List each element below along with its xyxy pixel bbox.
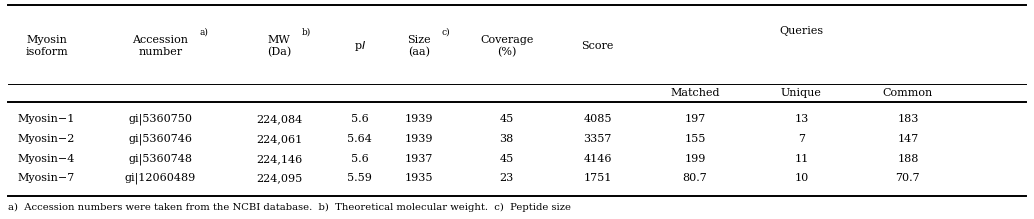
Text: 4085: 4085 (583, 114, 612, 124)
Text: 1939: 1939 (404, 134, 433, 144)
Text: 1939: 1939 (404, 114, 433, 124)
Text: gi|5360746: gi|5360746 (128, 133, 192, 145)
Text: 5.59: 5.59 (347, 173, 372, 184)
Text: 224,084: 224,084 (256, 114, 302, 124)
Text: p$\it{I}$: p$\it{I}$ (354, 39, 366, 53)
Text: Queries: Queries (780, 26, 823, 36)
Text: 155: 155 (685, 134, 705, 144)
Text: Coverage
(%): Coverage (%) (480, 35, 534, 57)
Text: gi|12060489: gi|12060489 (125, 173, 195, 184)
Text: 3357: 3357 (583, 134, 612, 144)
Text: 5.6: 5.6 (351, 114, 369, 124)
Text: 147: 147 (898, 134, 918, 144)
Text: 224,146: 224,146 (256, 154, 302, 164)
Text: 4146: 4146 (583, 154, 612, 164)
Text: 23: 23 (499, 173, 514, 184)
Text: Accession
number: Accession number (132, 35, 188, 57)
Text: 224,095: 224,095 (256, 173, 302, 184)
Text: a)  Accession numbers were taken from the NCBI database.  b)  Theoretical molecu: a) Accession numbers were taken from the… (8, 203, 571, 212)
Text: a): a) (200, 28, 209, 37)
Text: 199: 199 (685, 154, 705, 164)
Text: 70.7: 70.7 (895, 173, 920, 184)
Text: 11: 11 (794, 154, 809, 164)
Text: c): c) (442, 28, 450, 37)
Text: Size
(aa): Size (aa) (407, 35, 430, 57)
Text: 13: 13 (794, 114, 809, 124)
Text: Unique: Unique (781, 88, 822, 98)
Text: gi|5360748: gi|5360748 (128, 153, 192, 164)
Text: 224,061: 224,061 (256, 134, 302, 144)
Text: 38: 38 (499, 134, 514, 144)
Text: 80.7: 80.7 (682, 173, 707, 184)
Text: Myosin
isoform: Myosin isoform (25, 35, 68, 57)
Text: Common: Common (883, 88, 933, 98)
Text: 188: 188 (898, 154, 918, 164)
Text: 7: 7 (798, 134, 804, 144)
Text: 45: 45 (499, 154, 514, 164)
Text: 5.6: 5.6 (351, 154, 369, 164)
Text: 5.64: 5.64 (347, 134, 372, 144)
Text: MW
(Da): MW (Da) (267, 35, 292, 57)
Text: 1935: 1935 (404, 173, 433, 184)
Text: Matched: Matched (670, 88, 720, 98)
Text: 183: 183 (898, 114, 918, 124)
Text: Myosin−1: Myosin−1 (18, 114, 75, 124)
Text: gi|5360750: gi|5360750 (128, 114, 192, 125)
Text: 10: 10 (794, 173, 809, 184)
Text: b): b) (302, 28, 311, 37)
Text: Myosin−2: Myosin−2 (18, 134, 75, 144)
Text: 197: 197 (685, 114, 705, 124)
Text: Myosin−4: Myosin−4 (18, 154, 75, 164)
Text: 45: 45 (499, 114, 514, 124)
Text: Score: Score (581, 41, 614, 51)
Text: 1937: 1937 (404, 154, 433, 164)
Text: 1751: 1751 (583, 173, 612, 184)
Text: Myosin−7: Myosin−7 (18, 173, 75, 184)
